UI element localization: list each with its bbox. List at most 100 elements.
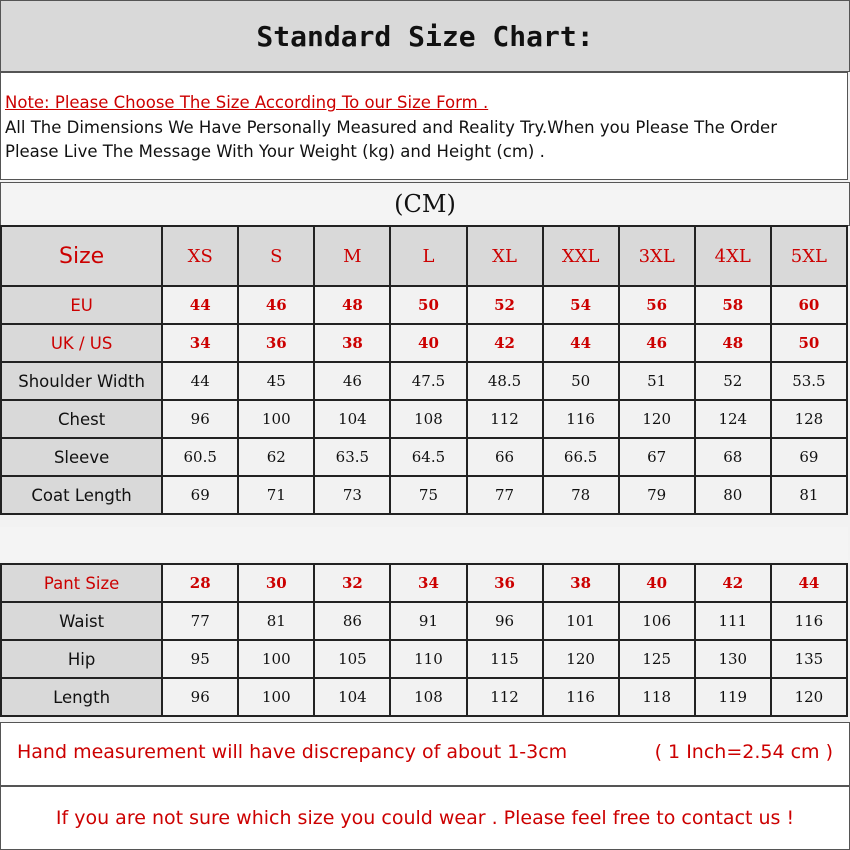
row-label: Length	[0, 677, 164, 717]
table-cell: 56	[617, 285, 696, 325]
row-label: Coat Length	[0, 475, 164, 515]
table-cell: 120	[769, 677, 849, 717]
size-column-header: XL	[465, 225, 544, 287]
table-cell: 68	[693, 437, 772, 477]
table-cell: 38	[313, 323, 392, 363]
table-cell: 48	[693, 323, 772, 363]
table-cell: 36	[237, 323, 316, 363]
table-cell: 112	[465, 399, 544, 439]
table-cell: 50	[769, 323, 849, 363]
unit-label: (CM)	[0, 182, 850, 226]
table-cell: 58	[693, 285, 772, 325]
table-cell: 48.5	[465, 361, 544, 401]
row-label: Chest	[0, 399, 164, 439]
table-row: Hip 95 100 105 110 115 120 125 130 135	[0, 639, 849, 679]
row-label: Sleeve	[0, 437, 164, 477]
table-cell: 96	[161, 677, 240, 717]
table-cell: 80	[693, 475, 772, 515]
table-row: Waist 77 81 86 91 96 101 106 111 116	[0, 601, 849, 641]
table-cell: 81	[237, 601, 316, 641]
table-cell: 81	[769, 475, 849, 515]
table-cell: 125	[617, 639, 696, 679]
table-cell: 135	[769, 639, 849, 679]
table-cell: 77	[161, 601, 240, 641]
table-cell: 95	[161, 639, 240, 679]
table-cell: 79	[617, 475, 696, 515]
table-cell: 46	[617, 323, 696, 363]
table-cell: 112	[465, 677, 544, 717]
table-cell: 36	[465, 563, 544, 603]
table-cell: 38	[541, 563, 620, 603]
measurement-note: Hand measurement will have discrepancy o…	[0, 722, 850, 786]
table-cell: 42	[693, 563, 772, 603]
table-cell: 100	[237, 677, 316, 717]
table-cell: 100	[237, 639, 316, 679]
table-cell: 101	[541, 601, 620, 641]
pant-size-table: Pant Size 28 30 32 34 36 38 40 42 44 Waist 77 81 86 91…	[0, 563, 849, 717]
table-cell: 50	[541, 361, 620, 401]
row-label: UK / US	[0, 323, 164, 363]
table-cell: 40	[617, 563, 696, 603]
table-cell: 45	[237, 361, 316, 401]
table-cell: 44	[161, 285, 240, 325]
table-cell: 60	[769, 285, 849, 325]
row-label: Waist	[0, 601, 164, 641]
table-cell: 67	[617, 437, 696, 477]
table-cell: 28	[161, 563, 240, 603]
table-cell: 108	[389, 677, 468, 717]
table-row: Shoulder Width 44 45 46 47.5 48.5 50 51 52 53.5	[0, 361, 849, 401]
table-cell: 52	[465, 285, 544, 325]
contact-note: If you are not sure which size you could…	[0, 786, 850, 850]
table-cell: 108	[389, 399, 468, 439]
table-cell: 128	[769, 399, 849, 439]
table-cell: 34	[161, 323, 240, 363]
table-cell: 46	[313, 361, 392, 401]
size-column-header: XS	[161, 225, 240, 287]
row-label: Pant Size	[0, 563, 164, 603]
table-cell: 60.5	[161, 437, 240, 477]
table-spacer	[0, 527, 848, 561]
table-cell: 104	[313, 677, 392, 717]
table-cell: 75	[389, 475, 468, 515]
discrepancy-text: Hand measurement will have discrepancy o…	[17, 741, 568, 763]
header-row: Size XS S M L XL XXL 3XL 4XL 5XL	[0, 225, 849, 287]
size-column-header: 5XL	[769, 225, 849, 287]
table-row: Pant Size 28 30 32 34 36 38 40 42 44	[0, 563, 849, 603]
table-cell: 64.5	[389, 437, 468, 477]
table-cell: 111	[693, 601, 772, 641]
table-cell: 116	[769, 601, 849, 641]
row-label: EU	[0, 285, 164, 325]
table-cell: 86	[313, 601, 392, 641]
table-cell: 119	[693, 677, 772, 717]
row-label: Hip	[0, 639, 164, 679]
table-cell: 47.5	[389, 361, 468, 401]
table-cell: 66.5	[541, 437, 620, 477]
table-cell: 66	[465, 437, 544, 477]
size-table: Size XS S M L XL XXL 3XL 4XL 5XL EU 44 46 48 50 52 54 56 5…	[0, 225, 849, 515]
table-row: Sleeve 60.5 62 63.5 64.5 66 66.5 67 68 69	[0, 437, 849, 477]
table-cell: 96	[161, 399, 240, 439]
table-cell: 50	[389, 285, 468, 325]
table-cell: 120	[617, 399, 696, 439]
table-row: EU 44 46 48 50 52 54 56 58 60	[0, 285, 849, 325]
table-cell: 44	[769, 563, 849, 603]
table-row: UK / US 34 36 38 40 42 44 46 48 50	[0, 323, 849, 363]
size-column-header: 4XL	[693, 225, 772, 287]
table-cell: 110	[389, 639, 468, 679]
table-cell: 42	[465, 323, 544, 363]
table-cell: 115	[465, 639, 544, 679]
table-cell: 44	[161, 361, 240, 401]
table-cell: 51	[617, 361, 696, 401]
table-cell: 78	[541, 475, 620, 515]
table-cell: 52	[693, 361, 772, 401]
table-cell: 63.5	[313, 437, 392, 477]
table-row: Chest 96 100 104 108 112 116 120 124 128	[0, 399, 849, 439]
table-cell: 105	[313, 639, 392, 679]
table-cell: 106	[617, 601, 696, 641]
table-cell: 62	[237, 437, 316, 477]
table-cell: 69	[769, 437, 849, 477]
note-line: Note: Please Choose The Size According T…	[5, 93, 489, 112]
size-column-header: 3XL	[617, 225, 696, 287]
table-cell: 32	[313, 563, 392, 603]
size-column-header: M	[313, 225, 392, 287]
